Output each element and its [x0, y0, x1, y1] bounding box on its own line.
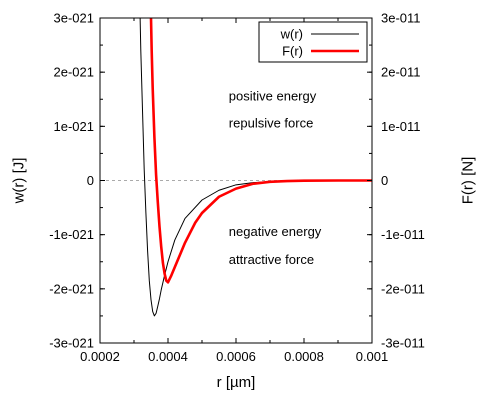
series-line-force — [149, 18, 372, 284]
legend: w(r) F(r) — [258, 21, 368, 63]
legend-label: F(r) — [282, 44, 303, 59]
legend-label: w(r) — [280, 27, 303, 42]
y-right-tick-label: 1e-011 — [381, 119, 421, 134]
x-tick-label: 0.0008 — [284, 349, 324, 364]
y-right-tick-label: 3e-011 — [381, 11, 421, 26]
annotation-text: positive energy — [229, 89, 317, 104]
y-left-tick-label: 3e-021 — [54, 11, 94, 26]
y-right-tick-label: -1e-011 — [381, 227, 425, 242]
annotation-text: negative energy — [229, 224, 322, 239]
y-right-tick-label: -3e-011 — [381, 336, 425, 351]
x-tick-label: 0.0002 — [80, 349, 120, 364]
x-tick-label: 0.0006 — [216, 349, 256, 364]
y-axis-left-label: w(r) [J] — [10, 158, 27, 205]
y-right-tick-label: 2e-011 — [381, 65, 421, 80]
x-tick-label: 0.0004 — [148, 349, 188, 364]
y-left-tick-label: 2e-021 — [54, 65, 94, 80]
y-right-tick-label: 0 — [381, 173, 388, 188]
y-right-tick-label: -2e-011 — [381, 281, 425, 296]
annotation-text: repulsive force — [229, 116, 314, 131]
y-left-tick-label: -1e-021 — [49, 227, 94, 242]
series-line-energy — [139, 18, 372, 317]
annotation-text: attractive force — [229, 252, 314, 267]
annotations: positive energy repulsive force negative e… — [229, 89, 322, 268]
plot-frame — [99, 17, 373, 344]
legend-box — [258, 21, 368, 63]
y-left-tick-label: 1e-021 — [54, 119, 94, 134]
x-tick-label: 0.001 — [356, 349, 389, 364]
y-left-tick-label: -2e-021 — [49, 281, 94, 296]
tick-layer: 0.0002 0.0004 0.0006 0.0008 0.001 3e-021 2e-02… — [49, 11, 425, 365]
x-axis-label: r [µm] — [217, 374, 256, 391]
y-left-tick-label: 0 — [87, 173, 94, 188]
y-axis-right-label: F(r) [N] — [459, 157, 476, 204]
series-layer — [139, 18, 372, 317]
y-left-tick-label: -3e-021 — [49, 336, 94, 351]
